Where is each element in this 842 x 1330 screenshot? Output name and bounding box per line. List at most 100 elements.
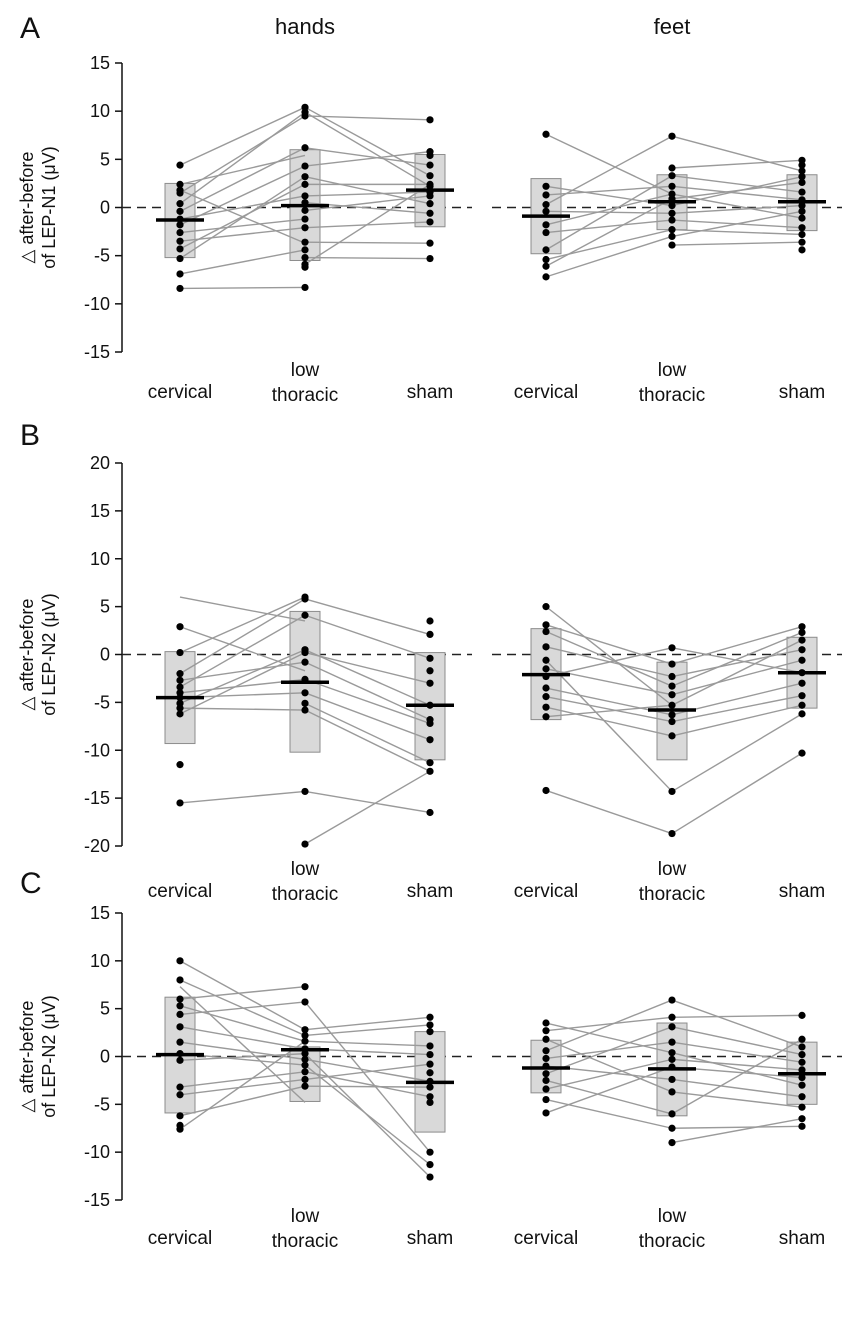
data-point	[301, 283, 309, 292]
subject-line	[304, 115, 431, 121]
data-point	[798, 224, 806, 232]
subject-line	[179, 286, 306, 290]
data-point	[176, 1002, 184, 1010]
data-point	[426, 667, 434, 675]
data-point	[301, 180, 309, 188]
y-tick-label: -20	[84, 836, 110, 856]
data-point	[668, 232, 676, 240]
y-tick-label: 10	[90, 101, 110, 121]
category-label: sham	[779, 881, 825, 902]
subject-line	[179, 960, 306, 1031]
y-tick-label: 5	[100, 999, 110, 1019]
subject-line	[179, 115, 306, 194]
data-point	[176, 761, 184, 769]
data-point	[798, 1103, 806, 1111]
subject-line	[671, 1038, 803, 1115]
data-point	[426, 1077, 434, 1085]
y-tick-label: -10	[84, 294, 110, 314]
category-label: cervical	[148, 881, 212, 902]
subject-line	[545, 198, 673, 267]
subject-line	[179, 596, 306, 654]
subject-line	[545, 695, 673, 723]
data-point	[176, 670, 184, 678]
subject-line	[671, 694, 803, 723]
data-point	[798, 1073, 806, 1082]
data-point	[176, 1125, 184, 1133]
subject-line	[671, 1041, 803, 1063]
category-label: low	[658, 360, 687, 381]
data-point	[176, 284, 184, 293]
data-point	[542, 672, 550, 681]
data-point	[668, 1063, 676, 1071]
subject-line	[304, 183, 431, 265]
y-tick-label: 15	[90, 53, 110, 73]
subject-line	[179, 790, 306, 804]
data-point	[668, 996, 676, 1004]
subject-line	[545, 659, 673, 792]
data-point	[176, 237, 184, 245]
data-point	[176, 161, 184, 169]
data-point	[542, 656, 550, 664]
subject-line	[179, 651, 306, 715]
panel-letter-A: A	[20, 12, 40, 45]
panel-letter-C: C	[20, 867, 42, 900]
data-point	[426, 701, 434, 709]
data-point	[668, 241, 676, 249]
data-point	[668, 691, 676, 699]
data-point	[176, 676, 184, 684]
subject-line	[304, 614, 431, 659]
subject-line	[304, 790, 431, 814]
y-tick-label: -10	[84, 1142, 110, 1162]
data-point	[542, 1095, 550, 1104]
data-point	[668, 1075, 676, 1084]
data-point	[798, 1115, 806, 1123]
data-point	[301, 1075, 309, 1084]
column-title-feet: feet	[654, 14, 691, 39]
y-axis-label-line: △ after-before	[17, 599, 37, 711]
subject-line	[304, 598, 431, 636]
data-point	[176, 648, 184, 657]
data-point	[176, 270, 184, 278]
data-point	[176, 799, 184, 807]
data-point	[301, 1061, 309, 1069]
data-point	[798, 1081, 806, 1089]
data-point	[426, 218, 434, 226]
subject-line	[179, 218, 306, 234]
data-point	[301, 983, 309, 991]
data-point	[176, 710, 184, 718]
y-tick-label: 10	[90, 951, 110, 971]
subject-line	[304, 191, 431, 197]
subject-line	[179, 1085, 306, 1117]
subject-line	[179, 1078, 306, 1096]
subject-line	[179, 661, 306, 682]
data-point	[542, 603, 550, 611]
data-point	[301, 173, 309, 181]
subject-line	[304, 692, 431, 741]
category-label: low	[291, 360, 320, 381]
data-point	[668, 1055, 676, 1063]
subject-line	[545, 219, 673, 234]
y-tick-label: 10	[90, 549, 110, 569]
data-point	[542, 221, 550, 229]
data-point	[542, 1070, 550, 1078]
y-axis-label-line: of LEP-N1 (μV)	[39, 146, 59, 268]
data-point	[301, 215, 309, 223]
subject-line	[545, 704, 673, 718]
data-point	[301, 1031, 309, 1040]
y-tick-label: 5	[100, 149, 110, 169]
subject-line	[671, 241, 803, 246]
data-point	[426, 759, 434, 767]
subject-line	[671, 193, 803, 219]
data-point	[426, 1173, 434, 1181]
data-point	[426, 161, 434, 169]
data-point	[668, 672, 676, 681]
data-point	[798, 1035, 806, 1043]
data-point	[798, 1011, 806, 1019]
category-label: sham	[407, 382, 453, 403]
subject-line	[179, 1001, 306, 1016]
category-label: cervical	[514, 382, 578, 403]
subject-line	[304, 106, 431, 177]
data-point	[426, 116, 434, 124]
data-point	[798, 246, 806, 254]
